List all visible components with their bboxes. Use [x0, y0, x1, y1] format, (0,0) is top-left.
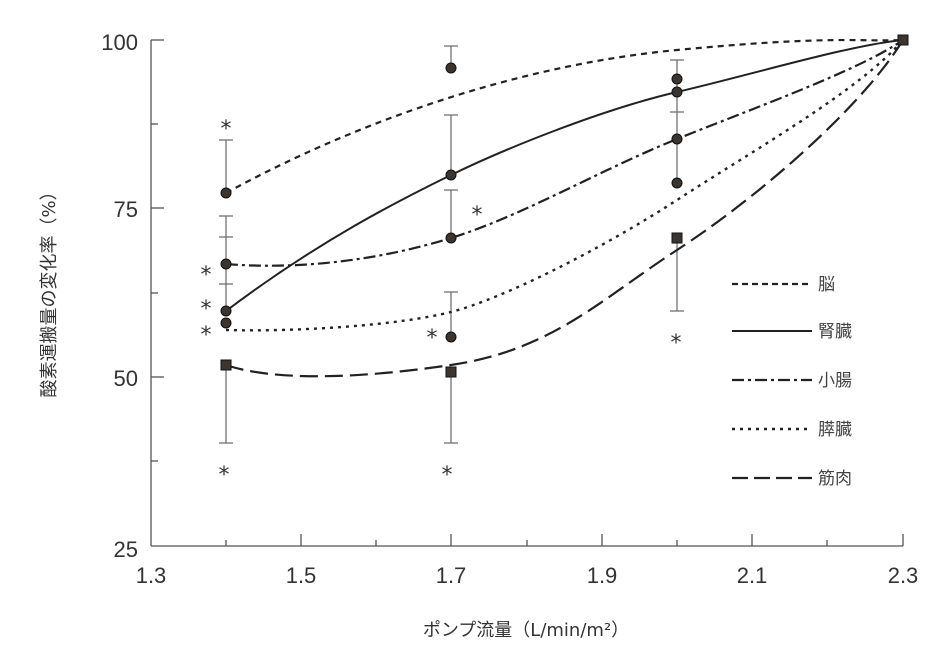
marker-small-intestine — [220, 258, 232, 270]
asterisk: * — [427, 326, 438, 351]
asterisk: * — [442, 463, 453, 488]
marker-pancreas — [220, 317, 232, 329]
marker-endpoint — [897, 34, 909, 46]
x-axis-title: ポンプ流量（L/min/m²） — [423, 620, 629, 641]
marker-kidney — [445, 169, 457, 181]
marker-small-intestine — [671, 133, 683, 145]
x-tick-label: 1.3 — [136, 563, 167, 588]
asterisk: * — [201, 323, 212, 348]
y-tick-label: 50 — [114, 366, 138, 391]
series-line-small-intestine — [225, 39, 904, 267]
marker-muscle — [671, 232, 683, 244]
series-line-kidney — [225, 39, 904, 312]
y-tick-label: 100 — [101, 30, 138, 55]
x-axis — [151, 534, 904, 547]
marker-pancreas — [445, 331, 457, 343]
x-tick-label: 1.7 — [436, 563, 467, 588]
legend — [732, 282, 812, 480]
legend-label-pancreas: 膵臓 — [818, 420, 852, 440]
error-bars — [219, 45, 684, 444]
marker-kidney — [220, 305, 232, 317]
marker-brain — [671, 73, 683, 85]
asterisk: * — [219, 463, 230, 488]
significance-marks: * * * * * * * * * — [201, 117, 682, 488]
series-line-muscle — [225, 39, 904, 378]
x-tick-label: 2.3 — [888, 563, 919, 588]
asterisk: * — [201, 297, 212, 322]
asterisk: * — [472, 203, 483, 228]
legend-label-brain: 脳 — [818, 275, 835, 295]
y-axis-title: 酸素運搬量の変化率（%） — [39, 182, 60, 397]
marker-muscle — [220, 359, 232, 371]
data-markers — [220, 34, 909, 378]
legend-label-muscle: 筋肉 — [818, 469, 852, 489]
legend-label-small-intestine: 小腸 — [818, 371, 852, 391]
y-tick-label: 75 — [114, 197, 138, 222]
series-lines — [225, 38, 904, 378]
x-tick-label: 2.1 — [737, 563, 768, 588]
y-axis — [150, 39, 164, 546]
marker-brain — [445, 62, 457, 74]
marker-small-intestine — [445, 232, 457, 244]
marker-pancreas — [671, 177, 683, 189]
asterisk: * — [201, 263, 212, 288]
y-tick-label: 25 — [114, 537, 138, 562]
x-tick-label: 1.5 — [286, 563, 317, 588]
marker-kidney — [671, 86, 683, 98]
series-line-brain — [225, 38, 904, 194]
marker-muscle — [445, 366, 457, 378]
x-tick-label: 1.9 — [587, 563, 618, 588]
series-line-pancreas — [225, 39, 904, 332]
asterisk: * — [221, 117, 232, 142]
marker-brain — [220, 187, 232, 199]
asterisk: * — [671, 331, 682, 356]
legend-label-kidney: 腎臓 — [818, 322, 852, 342]
